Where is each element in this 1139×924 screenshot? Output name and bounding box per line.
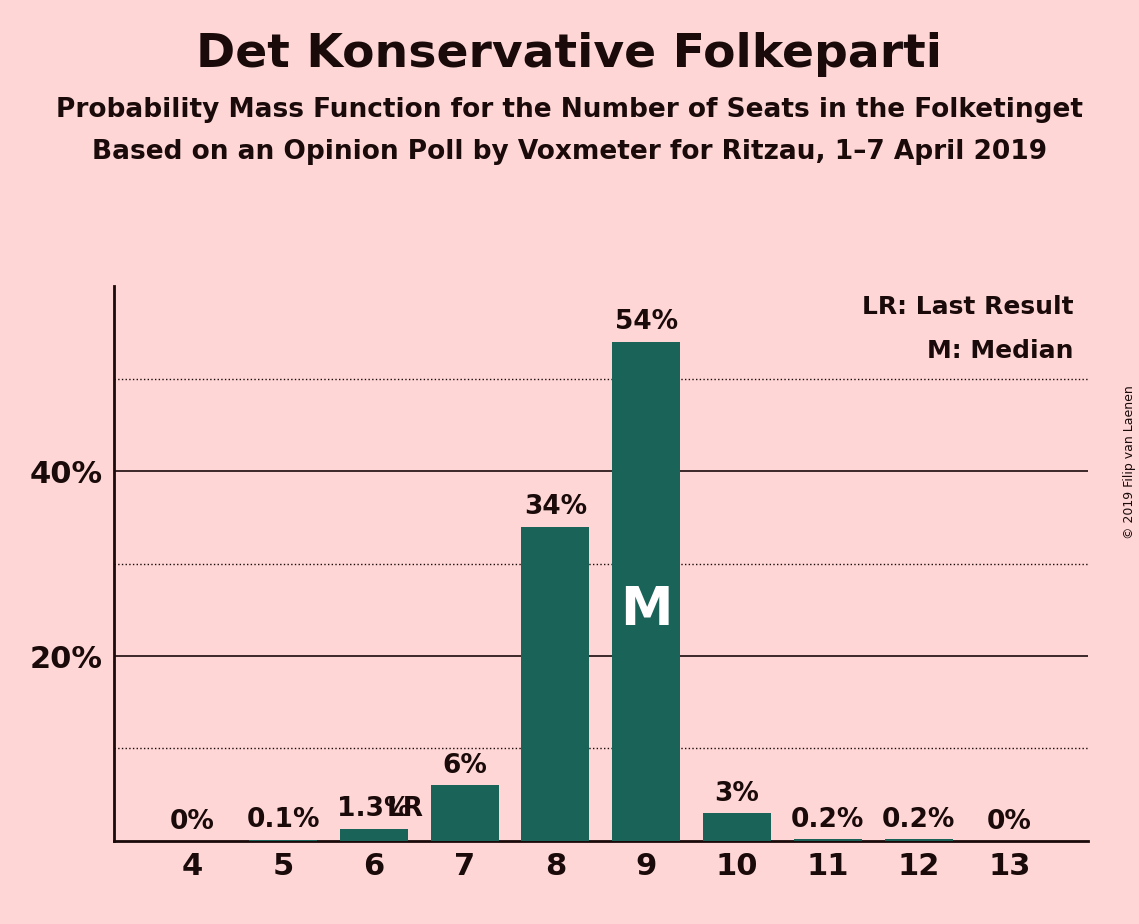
Bar bbox=[522, 527, 590, 841]
Bar bbox=[703, 813, 771, 841]
Text: 0%: 0% bbox=[170, 809, 214, 835]
Bar bbox=[612, 342, 680, 841]
Bar bbox=[794, 839, 862, 841]
Text: Det Konservative Folkeparti: Det Konservative Folkeparti bbox=[197, 32, 942, 78]
Text: 3%: 3% bbox=[714, 781, 760, 807]
Text: Probability Mass Function for the Number of Seats in the Folketinget: Probability Mass Function for the Number… bbox=[56, 97, 1083, 123]
Text: 1.3%: 1.3% bbox=[337, 796, 410, 822]
Text: 0%: 0% bbox=[988, 809, 1032, 835]
Text: 6%: 6% bbox=[442, 753, 487, 779]
Bar bbox=[249, 840, 317, 841]
Bar bbox=[431, 785, 499, 841]
Text: 0.2%: 0.2% bbox=[882, 807, 956, 833]
Bar bbox=[339, 829, 408, 841]
Text: LR: Last Result: LR: Last Result bbox=[861, 295, 1073, 319]
Text: LR: LR bbox=[387, 796, 424, 822]
Text: 0.2%: 0.2% bbox=[792, 807, 865, 833]
Text: M: Median: M: Median bbox=[927, 339, 1073, 363]
Text: M: M bbox=[620, 584, 672, 636]
Text: 54%: 54% bbox=[615, 310, 678, 335]
Text: Based on an Opinion Poll by Voxmeter for Ritzau, 1–7 April 2019: Based on an Opinion Poll by Voxmeter for… bbox=[92, 139, 1047, 164]
Text: 34%: 34% bbox=[524, 494, 587, 520]
Text: © 2019 Filip van Laenen: © 2019 Filip van Laenen bbox=[1123, 385, 1136, 539]
Text: 0.1%: 0.1% bbox=[246, 808, 320, 833]
Bar bbox=[885, 839, 952, 841]
